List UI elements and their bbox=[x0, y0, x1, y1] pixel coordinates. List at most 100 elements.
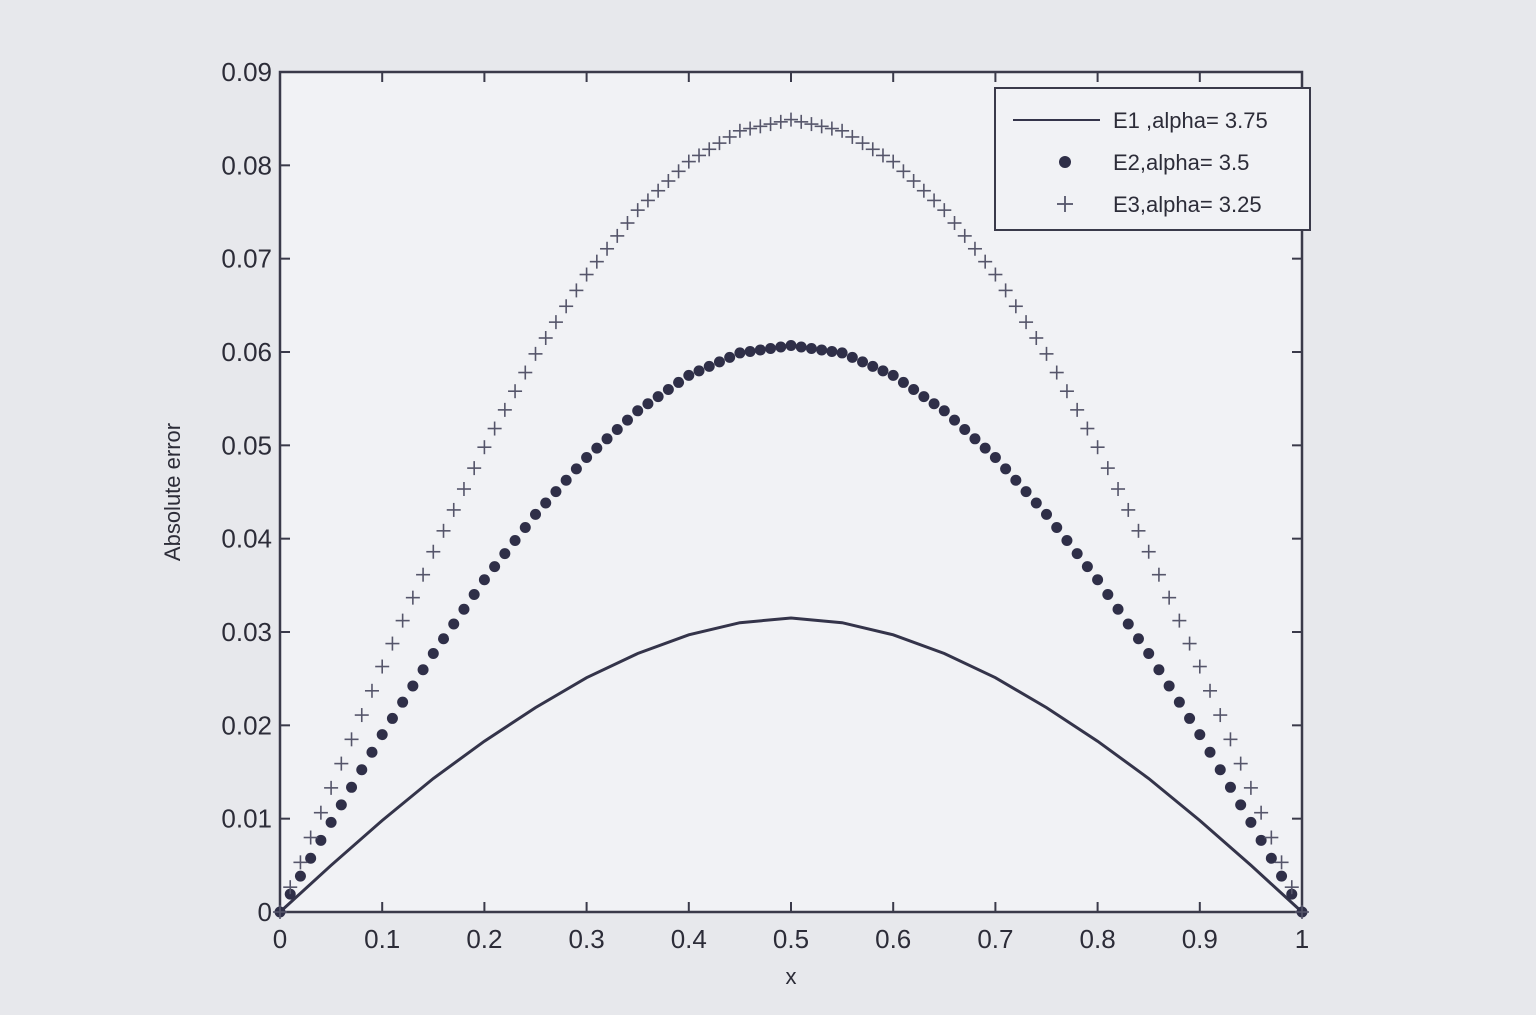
data-point bbox=[630, 203, 645, 218]
marker bbox=[559, 299, 574, 314]
legend: E1 ,alpha= 3.75 E2,alpha= 3.5 E3,alpha= … bbox=[994, 87, 1311, 231]
x-tick-label: 0.3 bbox=[569, 924, 605, 954]
marker bbox=[405, 590, 420, 605]
marker bbox=[763, 117, 778, 132]
marker bbox=[1153, 664, 1165, 676]
marker bbox=[417, 664, 429, 676]
marker bbox=[1184, 712, 1196, 724]
marker bbox=[446, 502, 461, 517]
marker bbox=[293, 855, 308, 870]
marker bbox=[652, 391, 664, 403]
marker bbox=[865, 142, 880, 157]
marker bbox=[673, 376, 685, 388]
y-tick-label: 0.03 bbox=[221, 617, 272, 647]
marker bbox=[509, 535, 521, 547]
marker bbox=[385, 636, 400, 651]
x-tick-label: 0.5 bbox=[773, 924, 809, 954]
marker bbox=[1235, 799, 1247, 811]
marker bbox=[621, 414, 633, 426]
marker bbox=[448, 618, 460, 630]
marker bbox=[1112, 603, 1124, 615]
series-1 bbox=[278, 616, 1304, 914]
data-point bbox=[1245, 816, 1257, 828]
marker bbox=[303, 830, 318, 845]
marker bbox=[540, 497, 552, 509]
data-point bbox=[886, 154, 901, 169]
data-point bbox=[1090, 440, 1105, 455]
marker bbox=[416, 567, 431, 582]
data-point bbox=[681, 154, 696, 169]
marker bbox=[1059, 384, 1074, 399]
marker bbox=[867, 360, 879, 372]
marker bbox=[294, 870, 306, 882]
marker bbox=[814, 119, 829, 134]
marker bbox=[550, 486, 562, 498]
marker bbox=[1224, 781, 1236, 793]
marker bbox=[346, 781, 358, 793]
marker bbox=[918, 391, 930, 403]
marker bbox=[305, 852, 317, 864]
data-point bbox=[477, 440, 492, 455]
marker bbox=[1284, 880, 1299, 895]
marker bbox=[1276, 870, 1288, 882]
marker bbox=[1265, 852, 1277, 864]
marker bbox=[1111, 482, 1126, 497]
y-tick-label: 0.01 bbox=[221, 804, 272, 834]
marker bbox=[795, 341, 807, 353]
marker bbox=[702, 142, 717, 157]
marker bbox=[816, 344, 828, 356]
data-point bbox=[937, 203, 952, 218]
marker bbox=[611, 423, 623, 435]
x-tick-label: 0.9 bbox=[1182, 924, 1218, 954]
data-point bbox=[1243, 780, 1258, 795]
data-point bbox=[325, 816, 337, 828]
series-3 bbox=[273, 112, 1309, 919]
data-point bbox=[732, 123, 747, 138]
marker bbox=[1019, 315, 1034, 330]
data-point bbox=[427, 647, 439, 659]
marker bbox=[1203, 683, 1218, 698]
marker bbox=[826, 345, 838, 357]
data-point bbox=[887, 369, 899, 381]
data-point bbox=[530, 508, 541, 520]
data-point bbox=[835, 123, 850, 138]
y-tick-label: 0.05 bbox=[221, 430, 272, 460]
marker bbox=[1080, 421, 1095, 436]
marker bbox=[693, 365, 705, 377]
marker bbox=[591, 442, 603, 454]
marker bbox=[1061, 535, 1073, 547]
marker bbox=[600, 241, 615, 256]
marker bbox=[519, 521, 531, 533]
data-point bbox=[1092, 574, 1104, 586]
marker bbox=[794, 114, 809, 129]
marker bbox=[671, 164, 686, 179]
y-tick-label: 0.02 bbox=[221, 710, 272, 740]
marker bbox=[998, 283, 1013, 298]
marker bbox=[722, 129, 737, 144]
marker bbox=[855, 136, 870, 151]
marker bbox=[804, 117, 819, 132]
marker bbox=[497, 402, 512, 417]
marker bbox=[753, 119, 768, 134]
marker bbox=[897, 376, 909, 388]
data-series bbox=[273, 112, 1309, 919]
marker bbox=[1122, 618, 1134, 630]
y-tick-label: 0.09 bbox=[221, 57, 272, 87]
marker bbox=[1131, 523, 1146, 538]
marker bbox=[1081, 561, 1093, 573]
x-tick-label: 0.1 bbox=[364, 924, 400, 954]
legend-label-e3: E3,alpha= 3.25 bbox=[1113, 192, 1262, 217]
marker bbox=[315, 834, 327, 846]
marker bbox=[765, 342, 777, 354]
legend-label-e2: E2,alpha= 3.5 bbox=[1113, 150, 1249, 175]
series-line-e1 bbox=[278, 616, 1304, 914]
marker bbox=[458, 603, 470, 615]
marker bbox=[1204, 746, 1216, 758]
x-tick-label: 0.6 bbox=[875, 924, 911, 954]
marker bbox=[743, 121, 758, 136]
marker bbox=[661, 174, 676, 189]
marker bbox=[569, 283, 584, 298]
marker bbox=[1254, 805, 1269, 820]
data-point bbox=[989, 451, 1001, 463]
marker bbox=[499, 548, 511, 560]
